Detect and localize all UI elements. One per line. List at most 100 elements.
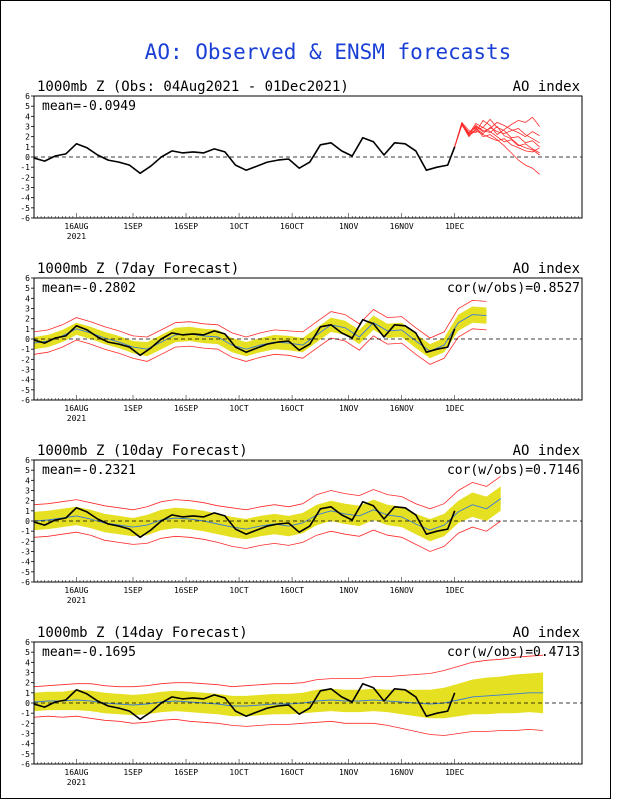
x-tick-label: 1DEC bbox=[445, 222, 464, 231]
ensemble-member-6 bbox=[454, 121, 540, 147]
panel-title: 1000mb Z (Obs: 04Aug2021 - 01Dec2021) bbox=[37, 79, 349, 95]
envelope-upper bbox=[34, 299, 487, 339]
y-tick-label: 5 bbox=[25, 102, 30, 111]
y-tick-label: 4 bbox=[25, 112, 30, 121]
x-tick-label: 16NOV bbox=[390, 404, 414, 413]
y-tick-label: -2 bbox=[20, 537, 30, 546]
panel-right-title: AO index bbox=[513, 261, 580, 277]
forecast-band bbox=[34, 486, 501, 542]
plot-area bbox=[34, 116, 582, 175]
x-tick-label: 16NOV bbox=[390, 222, 414, 231]
y-tick-label: 2 bbox=[25, 315, 30, 324]
y-tick-label: 2 bbox=[25, 133, 30, 142]
y-tick-label: 3 bbox=[25, 487, 30, 496]
x-tick-label: 1SEP bbox=[123, 586, 142, 595]
chart-panel-3: 1000mb Z (14day Forecast) AO index 654 3210… bbox=[20, 625, 583, 787]
x-tick-label: 16SEP bbox=[174, 768, 198, 777]
y-tick-label: 6 bbox=[25, 456, 30, 465]
envelope-upper bbox=[34, 654, 544, 688]
y-tick-label: 2 bbox=[25, 679, 30, 688]
y-tick-label: 1 bbox=[25, 325, 30, 334]
ensemble-member-4 bbox=[454, 118, 540, 148]
y-tick-label: -3 bbox=[20, 366, 30, 375]
x-tick-label: 1SEP bbox=[123, 768, 142, 777]
observed-line bbox=[34, 682, 456, 721]
cor-label: cor(w/obs)=0.7146 bbox=[447, 463, 580, 478]
observed-line bbox=[34, 136, 456, 175]
ensemble-member-2 bbox=[454, 116, 540, 147]
y-tick-label: -5 bbox=[20, 750, 30, 759]
y-tick-label: 1 bbox=[25, 143, 30, 152]
panels: 1000mb Z (Obs: 04Aug2021 - 01Dec2021) AO … bbox=[20, 79, 583, 787]
y-tick-label: -1 bbox=[20, 163, 30, 172]
ensemble-mean-line bbox=[34, 314, 487, 352]
y-tick-label: 3 bbox=[25, 123, 30, 132]
y-tick-label: -4 bbox=[20, 194, 30, 203]
y-tick-label: -2 bbox=[20, 719, 30, 728]
y-tick-label: -3 bbox=[20, 184, 30, 193]
panel-title: 1000mb Z (7day Forecast) bbox=[37, 261, 239, 277]
mean-label: mean=-0.2321 bbox=[42, 463, 136, 478]
chart-panel-1: 1000mb Z (7day Forecast) AO index6543210-… bbox=[20, 261, 583, 423]
envelope-lower bbox=[34, 715, 544, 736]
x-tick-label: 16NOV bbox=[390, 768, 414, 777]
y-tick-label: 4 bbox=[25, 658, 30, 667]
x-tick-label: 1NOV bbox=[339, 222, 358, 231]
y-tick-label: 0 bbox=[25, 699, 30, 708]
y-tick-label: 0 bbox=[25, 153, 30, 162]
x-tick-sublabel: 2021 bbox=[67, 414, 86, 423]
x-tick-label: 1NOV bbox=[339, 768, 358, 777]
y-tick-label: 1 bbox=[25, 507, 30, 516]
chart-panel-2: 1000mb Z (10day Forecast) AO index 654 3210… bbox=[20, 443, 583, 605]
page-title: AO: Observed & ENSM forecasts bbox=[145, 40, 512, 64]
ensemble-member-5 bbox=[454, 123, 540, 153]
x-tick-label: 1SEP bbox=[123, 222, 142, 231]
y-tick-label: -4 bbox=[20, 376, 30, 385]
mean-label: mean=-0.0949 bbox=[42, 99, 136, 114]
y-tick-label: 6 bbox=[25, 638, 30, 647]
y-tick-label: 0 bbox=[25, 335, 30, 344]
y-tick-label: -4 bbox=[20, 740, 30, 749]
y-tick-label: -3 bbox=[20, 548, 30, 557]
panel-title: 1000mb Z (14day Forecast) bbox=[37, 625, 248, 641]
ensemble-member-7 bbox=[454, 123, 540, 154]
x-tick-label: 1DEC bbox=[445, 768, 464, 777]
envelope-upper bbox=[34, 475, 501, 511]
y-tick-label: 5 bbox=[25, 466, 30, 475]
y-tick-label: 6 bbox=[25, 274, 30, 283]
mean-label: mean=-0.2802 bbox=[42, 281, 136, 296]
y-tick-label: -4 bbox=[20, 558, 30, 567]
y-tick-label: -2 bbox=[20, 355, 30, 364]
y-tick-label: 2 bbox=[25, 497, 30, 506]
x-tick-label: 1DEC bbox=[445, 404, 464, 413]
ensemble-member-1 bbox=[454, 123, 540, 147]
y-tick-label: -6 bbox=[20, 578, 30, 587]
y-tick-label: -1 bbox=[20, 709, 30, 718]
y-tick-label: -6 bbox=[20, 214, 30, 223]
y-tick-label: -2 bbox=[20, 173, 30, 182]
envelope-lower bbox=[34, 520, 501, 552]
panel-right-title: AO index bbox=[513, 79, 580, 95]
observed-line bbox=[34, 318, 456, 357]
x-tick-label: 1SEP bbox=[123, 404, 142, 413]
x-tick-label: 16SEP bbox=[174, 404, 198, 413]
y-tick-label: -5 bbox=[20, 386, 30, 395]
y-tick-label: 3 bbox=[25, 305, 30, 314]
y-tick-label: -1 bbox=[20, 345, 30, 354]
x-tick-label: 16AUG bbox=[64, 768, 88, 777]
y-tick-label: 4 bbox=[25, 476, 30, 485]
x-tick-label: 16SEP bbox=[174, 586, 198, 595]
y-tick-label: -5 bbox=[20, 568, 30, 577]
panel-title: 1000mb Z (10day Forecast) bbox=[37, 443, 248, 459]
ensemble-mean-line bbox=[34, 692, 544, 707]
forecast-band bbox=[34, 672, 544, 719]
y-tick-label: 1 bbox=[25, 689, 30, 698]
y-tick-label: 0 bbox=[25, 517, 30, 526]
y-tick-label: 4 bbox=[25, 294, 30, 303]
x-tick-label: 16AUG bbox=[64, 586, 88, 595]
x-tick-sublabel: 2021 bbox=[67, 596, 86, 605]
x-tick-label: 16OCT bbox=[280, 586, 304, 595]
x-tick-label: 16AUG bbox=[64, 404, 88, 413]
y-tick-label: -3 bbox=[20, 730, 30, 739]
